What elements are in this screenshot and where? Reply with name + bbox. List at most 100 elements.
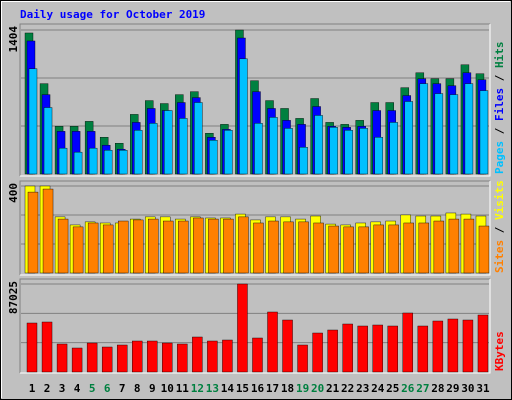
- x-tick-label: 4: [74, 382, 81, 395]
- bar: [419, 83, 429, 175]
- x-tick-label: 21: [326, 382, 340, 395]
- bar: [403, 222, 415, 274]
- bar: [312, 332, 323, 373]
- bar: [193, 217, 204, 274]
- bar: [477, 314, 489, 373]
- bar: [58, 147, 68, 175]
- x-tick-label: 19: [296, 382, 309, 395]
- bar: [269, 117, 278, 175]
- bar: [267, 311, 278, 373]
- bar: [102, 224, 114, 274]
- bar: [297, 344, 308, 373]
- bar: [253, 222, 264, 274]
- bar: [433, 220, 445, 274]
- legend: Sites / Visits: [493, 180, 506, 273]
- bar: [164, 110, 173, 175]
- bar: [464, 83, 474, 175]
- legend-separator: /: [493, 121, 506, 141]
- bar: [417, 325, 429, 373]
- x-tick-label: 10: [161, 382, 174, 395]
- panel-bevel: [20, 181, 491, 276]
- panel-bevel: [19, 278, 490, 373]
- bar: [238, 216, 249, 274]
- bar: [432, 320, 444, 373]
- bar: [148, 218, 159, 274]
- panel-bevel: [20, 24, 491, 177]
- x-tick-label: 14: [221, 382, 235, 395]
- bar: [372, 324, 383, 373]
- x-tick-label: 28: [431, 382, 444, 395]
- bar: [101, 346, 113, 373]
- bar: [268, 220, 279, 274]
- x-tick-label: 9: [149, 382, 156, 395]
- bar: [88, 147, 98, 175]
- x-tick-label: 1: [29, 382, 36, 395]
- bar: [283, 221, 294, 274]
- bar: [72, 226, 84, 274]
- bar: [358, 226, 369, 274]
- x-tick-label: 13: [206, 382, 219, 395]
- x-tick-label: 12: [191, 382, 204, 395]
- x-tick-label: 16: [251, 382, 265, 395]
- legend-entry: Sites: [493, 240, 506, 273]
- x-tick-label: 7: [119, 382, 126, 395]
- bar: [147, 340, 158, 373]
- bar: [344, 130, 353, 175]
- x-tick-label: 11: [176, 382, 190, 395]
- bar: [117, 220, 129, 274]
- bar: [328, 225, 339, 274]
- legend: KBytes: [493, 331, 506, 371]
- bar: [284, 128, 293, 175]
- bar: [313, 222, 324, 274]
- bar: [209, 140, 218, 175]
- x-tick-label: 31: [476, 382, 490, 395]
- bar: [388, 224, 399, 274]
- bar: [389, 122, 398, 175]
- bar: [178, 220, 189, 274]
- x-tick-label: 8: [134, 382, 141, 395]
- bar: [299, 147, 308, 175]
- bar: [223, 218, 234, 274]
- bar: [27, 191, 39, 274]
- bar: [103, 150, 113, 175]
- x-tick-label: 20: [311, 382, 324, 395]
- bar: [342, 323, 353, 373]
- legend-entry: KBytes: [493, 331, 506, 371]
- bar: [463, 218, 475, 274]
- bar: [162, 342, 173, 373]
- legend-separator: /: [493, 68, 506, 88]
- y-tick-label: 400: [7, 183, 20, 203]
- bar: [222, 339, 233, 373]
- bar: [149, 123, 158, 175]
- bar: [434, 93, 444, 175]
- bar: [26, 322, 38, 373]
- bar: [329, 127, 338, 175]
- bar: [207, 340, 218, 373]
- bar: [239, 58, 248, 175]
- bar: [86, 342, 98, 373]
- x-tick-label: 6: [104, 382, 111, 395]
- bar: [28, 68, 38, 175]
- bar: [163, 220, 174, 274]
- bar: [177, 343, 188, 373]
- bar: [208, 218, 219, 274]
- bar: [73, 151, 83, 175]
- bar: [373, 224, 384, 274]
- bar: [343, 226, 354, 274]
- bar: [448, 218, 460, 274]
- bar: [56, 343, 68, 373]
- bar: [192, 336, 203, 373]
- legend-entry: Hits: [493, 42, 506, 69]
- x-tick-label: 17: [266, 382, 279, 395]
- bar: [116, 344, 128, 373]
- bar: [87, 222, 99, 274]
- bar: [418, 222, 430, 274]
- y-tick-label: 1404: [7, 26, 20, 53]
- bar: [374, 137, 383, 175]
- bar: [179, 118, 188, 175]
- bar: [404, 101, 414, 175]
- bar: [447, 318, 459, 373]
- bar: [314, 115, 323, 175]
